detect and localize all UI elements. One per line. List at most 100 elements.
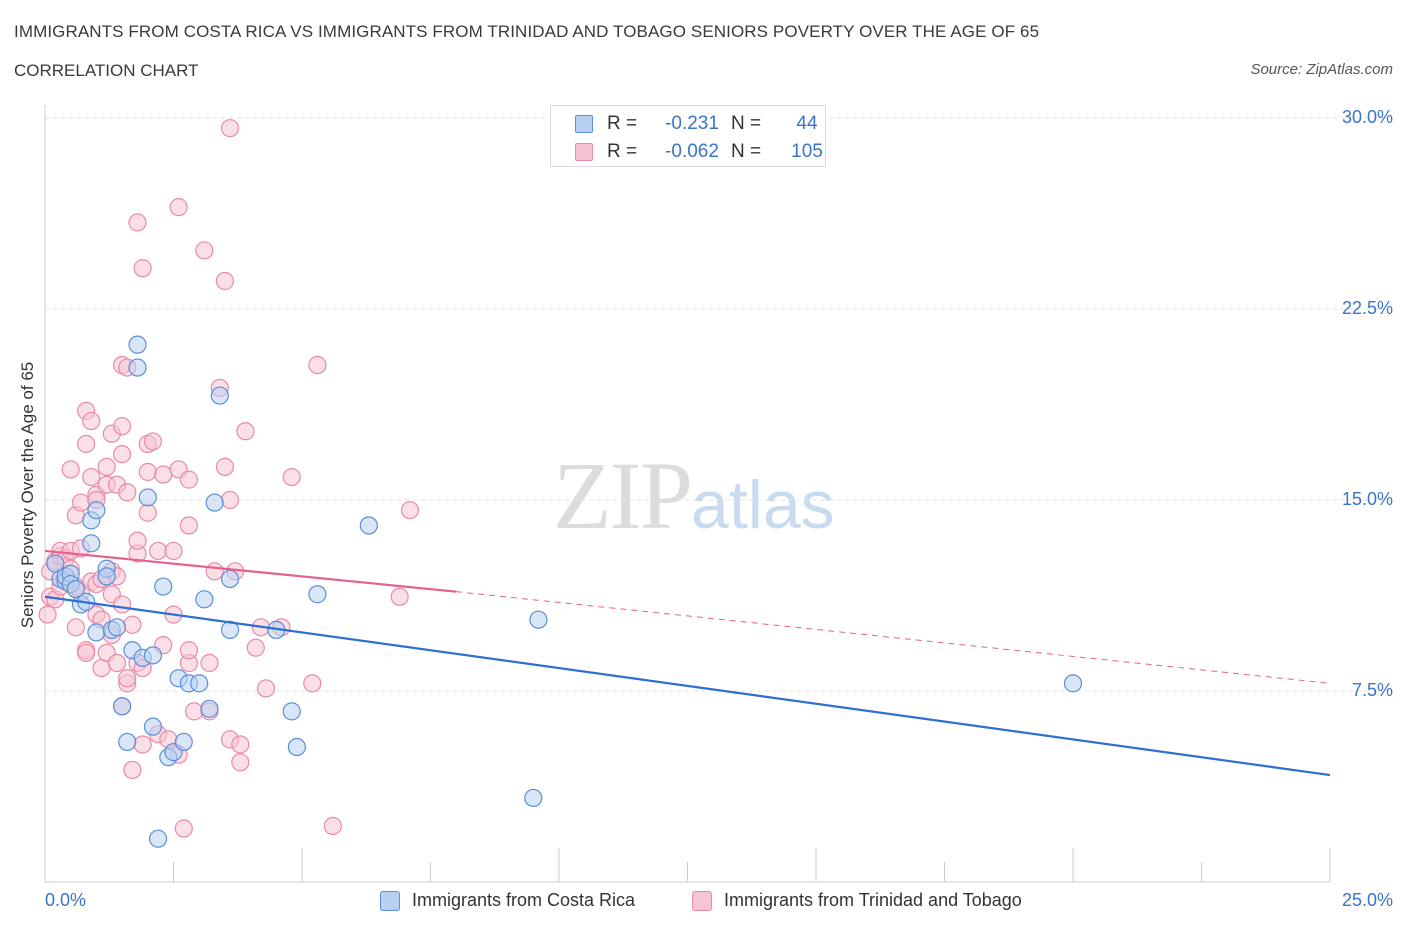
- trinidad-point: [247, 639, 264, 656]
- trinidad-point: [134, 736, 151, 753]
- trinidad-point: [83, 413, 100, 430]
- costa-rica-point: [360, 517, 377, 534]
- costa-rica-point: [175, 733, 192, 750]
- trinidad-point: [78, 644, 95, 661]
- trinidad-point: [232, 736, 249, 753]
- grid-lines: [45, 118, 1392, 691]
- costa-rica-point: [150, 830, 167, 847]
- costa-rica-point: [211, 387, 228, 404]
- legend-swatch-pink: [575, 143, 593, 161]
- trinidad-point: [78, 435, 95, 452]
- costa-rica-point: [206, 494, 223, 511]
- trinidad-point: [83, 469, 100, 486]
- trinidad-point: [401, 502, 418, 519]
- trinidad-point: [150, 542, 167, 559]
- trinidad-point: [391, 588, 408, 605]
- trinidad-point: [180, 471, 197, 488]
- trinidad-point: [155, 466, 172, 483]
- legend-n-value: 105: [781, 141, 833, 163]
- trinidad-point: [283, 469, 300, 486]
- costa-rica-point: [525, 789, 542, 806]
- trinidad-point: [124, 616, 141, 633]
- costa-rica-point: [155, 578, 172, 595]
- series-costa-rica-points: [47, 336, 1082, 847]
- trinidad-point: [196, 242, 213, 259]
- legend-n-label: N =: [731, 141, 761, 163]
- costa-rica-point: [201, 700, 218, 717]
- costa-rica-point: [88, 502, 105, 519]
- legend-swatch-blue: [575, 115, 593, 133]
- stats-legend: R = -0.231 N = 44 R = -0.062 N = 105: [550, 105, 826, 167]
- trinidad-point: [186, 703, 203, 720]
- costa-rica-point: [139, 489, 156, 506]
- trinidad-point: [67, 619, 84, 636]
- trinidad-point: [62, 461, 79, 478]
- trinidad-point: [324, 817, 341, 834]
- trinidad-point: [165, 542, 182, 559]
- trinidad-point: [304, 675, 321, 692]
- y-tick-label: 15.0%: [1342, 489, 1393, 510]
- trinidad-point: [258, 680, 275, 697]
- costa-rica-point: [1065, 675, 1082, 692]
- trinidad-point: [216, 272, 233, 289]
- costa-rica-point: [114, 698, 131, 715]
- trinidad-point: [309, 357, 326, 374]
- bottom-legend-swatch-blue: [380, 891, 400, 911]
- trinidad-point: [206, 563, 223, 580]
- legend-n-value: 44: [781, 113, 833, 135]
- legend-r-label: R =: [607, 113, 637, 135]
- legend-r-value: -0.231: [648, 113, 736, 135]
- trinidad-point: [170, 199, 187, 216]
- costa-rica-point: [144, 718, 161, 735]
- trinidad-point: [222, 120, 239, 137]
- legend-r-value: -0.062: [648, 141, 736, 163]
- costa-rica-point: [144, 647, 161, 664]
- legend-n-label: N =: [731, 113, 761, 135]
- trinidad-point: [201, 654, 218, 671]
- y-axis-label: Seniors Poverty Over the Age of 65: [18, 362, 38, 628]
- trinidad-point: [232, 754, 249, 771]
- costa-rica-point: [129, 336, 146, 353]
- trinidad-point: [129, 214, 146, 231]
- costa-rica-point: [309, 586, 326, 603]
- bottom-legend-label: Immigrants from Costa Rica: [412, 890, 635, 911]
- trinidad-point: [237, 423, 254, 440]
- trinidad-point: [119, 670, 136, 687]
- x-tick-label-max: 25.0%: [1342, 890, 1393, 911]
- series-trinidad-points: [39, 120, 418, 837]
- costa-rica-point: [98, 568, 115, 585]
- trinidad-point: [39, 606, 56, 623]
- trinidad-point: [216, 458, 233, 475]
- costa-rica-point: [283, 703, 300, 720]
- costa-rica-point: [196, 591, 213, 608]
- trinidad-point: [114, 418, 131, 435]
- trinidad-point: [114, 596, 131, 613]
- bottom-legend-swatch-pink: [692, 891, 712, 911]
- y-tick-label: 22.5%: [1342, 298, 1393, 319]
- costa-rica-point: [88, 624, 105, 641]
- trinidad-point: [98, 458, 115, 475]
- trinidad-point: [119, 484, 136, 501]
- trinidad-point: [134, 260, 151, 277]
- trinidad-point: [180, 517, 197, 534]
- trinidad-point: [129, 532, 146, 549]
- trinidad-point: [144, 433, 161, 450]
- x-tick-label-min: 0.0%: [45, 890, 86, 911]
- costa-rica-point: [129, 359, 146, 376]
- trinidad-trend-extension: [456, 592, 1330, 684]
- trinidad-point: [180, 642, 197, 659]
- costa-rica-point: [119, 733, 136, 750]
- costa-rica-point: [108, 619, 125, 636]
- legend-r-label: R =: [607, 141, 637, 163]
- costa-rica-point: [191, 675, 208, 692]
- trinidad-point: [139, 463, 156, 480]
- trinidad-point: [139, 504, 156, 521]
- trinidad-point: [124, 761, 141, 778]
- trinidad-point: [93, 660, 110, 677]
- y-tick-label: 7.5%: [1352, 680, 1393, 701]
- costa-rica-point: [288, 739, 305, 756]
- costa-rica-point: [530, 611, 547, 628]
- trinidad-point: [114, 446, 131, 463]
- trinidad-point: [108, 654, 125, 671]
- bottom-legend-label: Immigrants from Trinidad and Tobago: [724, 890, 1022, 911]
